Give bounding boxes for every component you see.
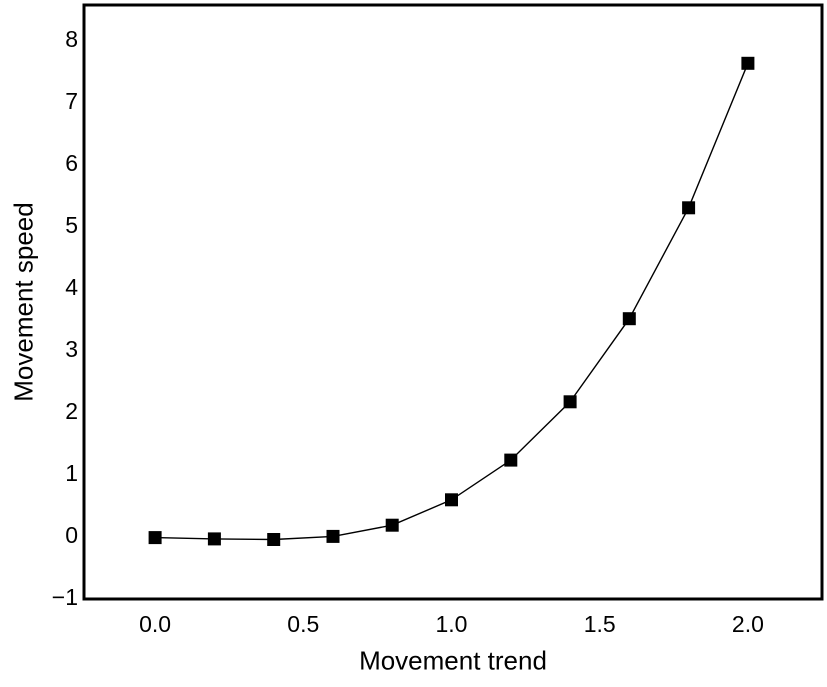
y-tick-label: 0 <box>65 522 78 548</box>
data-point-marker <box>148 531 162 545</box>
data-point-marker <box>682 201 696 215</box>
y-tick-label: 8 <box>65 26 78 52</box>
y-tick-label: −1 <box>52 584 78 610</box>
y-tick-label: 4 <box>65 274 78 300</box>
data-point-marker <box>326 529 340 543</box>
y-tick-label: 1 <box>65 460 78 486</box>
y-tick-label: 5 <box>65 212 78 238</box>
data-point-marker <box>563 395 577 409</box>
y-axis-title: Movement speed <box>8 202 39 402</box>
y-tick-label: 3 <box>65 336 78 362</box>
data-point-marker <box>504 453 518 467</box>
y-tick-label: 2 <box>65 398 78 424</box>
x-tick-label: 0.5 <box>287 611 319 637</box>
x-tick-label: 1.5 <box>584 611 616 637</box>
x-tick-label: 1.0 <box>436 611 468 637</box>
data-point-marker <box>207 532 221 546</box>
x-tick-label: 2.0 <box>732 611 764 637</box>
series-line <box>155 63 749 541</box>
plot-frame <box>82 3 824 601</box>
y-tick-label: 6 <box>65 150 78 176</box>
data-point-marker <box>445 493 458 507</box>
x-tick-label: 0.0 <box>139 611 171 637</box>
y-tick-label: 7 <box>65 88 78 114</box>
x-axis-title: Movement trend <box>359 645 547 676</box>
data-point-marker <box>741 56 755 70</box>
data-point-marker <box>385 518 399 532</box>
data-point-marker <box>267 533 281 546</box>
data-point-marker <box>622 312 636 326</box>
